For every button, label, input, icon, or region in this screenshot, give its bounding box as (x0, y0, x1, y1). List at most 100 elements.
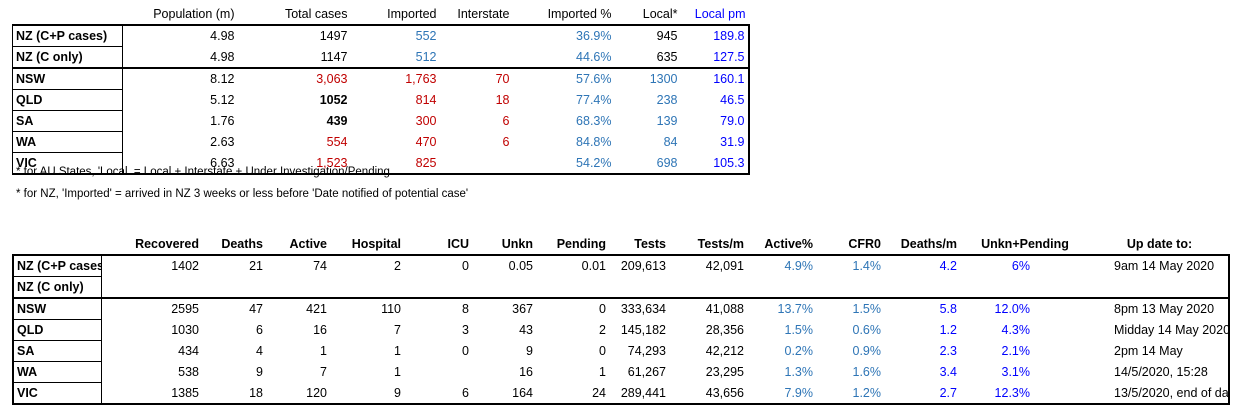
cell-deaths-per-m: 2.3 (939, 344, 957, 358)
cell-total-cases: 1,523 (237, 152, 351, 175)
cell-interstate (440, 47, 513, 69)
header-local: Local* (642, 7, 678, 21)
row-label: SA (12, 340, 102, 362)
cell-recovered: 434 (178, 344, 199, 358)
outcomes-row: NZ (C+P cases) 1402 21 74 2 0 0.05 0.01 209,613 4… (12, 254, 1230, 277)
row-label: WA (12, 131, 123, 153)
cell-unkn: 16 (519, 365, 533, 379)
cell-hospital: 7 (394, 323, 401, 337)
cell-local: 238 (656, 93, 678, 107)
header-blank (13, 234, 101, 255)
cell-active: 74 (266, 254, 330, 277)
cell-recovered: 1402 (101, 254, 202, 277)
cell-active-pct: 1.3% (784, 365, 814, 379)
header-imported: Imported (387, 7, 437, 21)
row-label: NZ (C+P cases) (12, 24, 123, 47)
cell-update: 13/5/2020, end of day (1090, 382, 1230, 405)
note-au-states: * for AU States, 'Local. = Local + Inter… (16, 166, 390, 178)
cell-pending: 24 (536, 382, 609, 405)
cell-unkn-pending: 2.1% (1001, 344, 1031, 358)
cell-imported-pct: 57.6% (512, 67, 615, 90)
cell-update: 9am 14 May 2020 (1090, 254, 1230, 277)
cell-tests: 333,634 (609, 297, 669, 320)
header-total-cases: Total cases (284, 7, 348, 21)
header-update: Up date to: (1126, 237, 1193, 251)
cell-update: 8pm 13 May 2020 (1090, 297, 1230, 320)
cell-active: 7 (320, 365, 327, 379)
row-label: NSW (12, 67, 123, 90)
cell-deaths: 21 (202, 254, 266, 277)
cell-deaths: 47 (202, 297, 266, 320)
cell-cfr0: 1.6% (852, 365, 882, 379)
cell-cfr0 (816, 276, 884, 299)
cell-imported: 1,763 (350, 67, 440, 90)
cell-local-pm: 46.5 (680, 89, 750, 111)
outcomes-row: NZ (C only) (12, 276, 1230, 299)
cell-imported: 825 (350, 152, 440, 175)
row-label: WA (12, 361, 102, 383)
cell-deaths-per-m: 2.7 (884, 382, 960, 405)
cases-row: NSW 8.12 3,063 1,763 70 57.6% 1300 160.1 (12, 67, 750, 90)
cell-pending: 2 (599, 323, 606, 337)
header-icu: ICU (447, 237, 469, 251)
cell-pending: 0 (536, 297, 609, 320)
cell-population: 8.12 (122, 67, 238, 90)
cases-row: VIC 6.63 1,523 825 54.2% 698 105.3 (12, 152, 750, 175)
header-imported-pct: Imported % (547, 7, 612, 21)
cell-imported-pct: 36.9% (512, 24, 615, 47)
header-active-pct: Active% (764, 237, 813, 251)
cell-hospital: 1 (394, 365, 401, 379)
cell-total-cases: 439 (326, 114, 348, 128)
cell-local: 698 (614, 152, 681, 175)
cell-tests-per-m: 42,091 (669, 254, 747, 277)
cell-unkn-pending: 6% (960, 254, 1090, 277)
cell-interstate: 6 (502, 135, 510, 149)
cell-interstate: 70 (439, 67, 513, 90)
cell-active-pct (747, 276, 816, 299)
cell-local-pm: 79.0 (680, 110, 750, 132)
cell-recovered: 1030 (171, 323, 199, 337)
cell-imported: 512 (415, 49, 437, 64)
cases-row: NZ (C+P cases) 4.98 1497 552 36.9% 945 189.8 (12, 24, 750, 47)
cell-tests-per-m: 23,295 (705, 365, 744, 379)
row-label: NZ (C only) (12, 276, 102, 299)
cell-total-cases: 1052 (319, 93, 348, 107)
row-label: NSW (12, 297, 102, 320)
cell-imported-pct: 44.6% (576, 49, 612, 64)
cell-deaths: 6 (256, 323, 263, 337)
cell-deaths: 18 (202, 382, 266, 405)
cell-icu (404, 362, 472, 383)
cell-tests: 145,182 (620, 323, 666, 337)
cell-local-pm: 189.8 (680, 24, 750, 47)
cell-interstate: 6 (502, 114, 510, 128)
cell-local: 945 (614, 24, 681, 47)
cell-total-cases: 1497 (237, 24, 351, 47)
cell-hospital: 110 (330, 297, 404, 320)
cell-deaths-per-m: 3.4 (939, 365, 957, 379)
cell-tests: 74,293 (627, 344, 666, 358)
row-label: SA (12, 110, 123, 132)
cell-active-pct: 1.5% (784, 323, 814, 337)
cell-unkn (472, 276, 536, 299)
cell-tests-per-m: 42,212 (705, 344, 744, 358)
cell-active-pct: 13.7% (747, 297, 816, 320)
outcomes-table-header: Recovered Deaths Active Hospital ICU Unk… (13, 234, 1229, 255)
cell-local: 635 (656, 49, 678, 64)
cell-population: 2.63 (210, 135, 235, 149)
cell-unkn-pending: 12.0% (960, 297, 1090, 320)
cell-cfr0: 1.4% (816, 254, 884, 277)
cell-tests (609, 276, 669, 299)
cell-unkn: 9 (526, 344, 533, 358)
cell-imported: 300 (415, 114, 437, 128)
cell-active-pct: 0.2% (784, 344, 814, 358)
cell-hospital: 9 (330, 382, 404, 405)
cell-local-pm: 160.1 (680, 67, 750, 90)
row-label: NZ (C only) (12, 46, 123, 69)
cell-tests-per-m: 41,088 (669, 297, 747, 320)
cell-unkn: 164 (472, 382, 536, 405)
cell-pending: 1 (599, 365, 606, 379)
cell-population: 4.98 (122, 24, 238, 47)
cell-deaths: 4 (256, 344, 263, 358)
cell-deaths-per-m: 1.2 (939, 323, 957, 337)
header-pending: Pending (556, 237, 606, 251)
